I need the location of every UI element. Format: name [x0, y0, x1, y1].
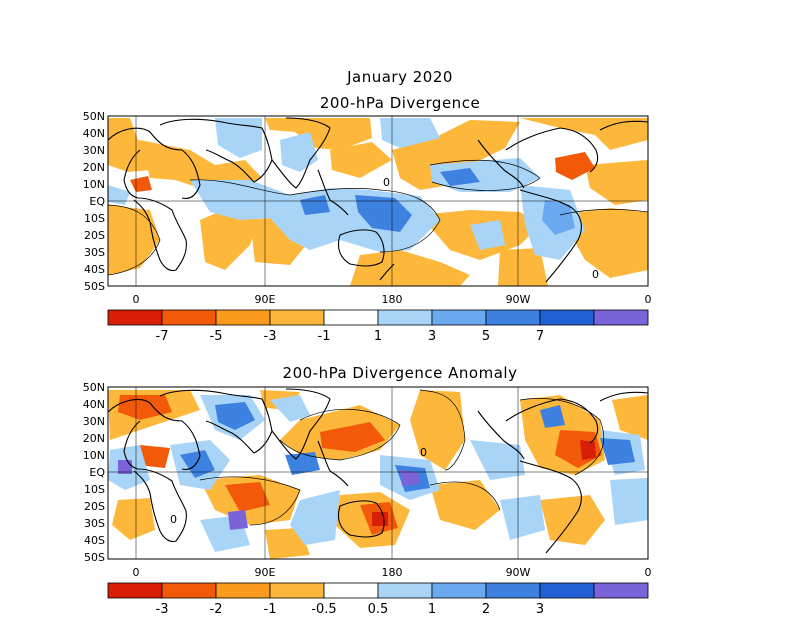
colorbar-swatch	[377, 309, 433, 326]
lat-label: 40S	[84, 263, 105, 276]
colorbar-label: -5	[210, 329, 223, 344]
colorbar-swatch	[485, 309, 541, 326]
lat-label: 10N	[83, 178, 105, 191]
lat-labels-panel2: 50N 40N 30N 20N 10N EQ 10S 20S 30S 40S 5…	[83, 381, 106, 564]
colorbar-swatch	[269, 582, 325, 599]
map-frame	[107, 386, 649, 560]
lat-label: 20N	[83, 161, 105, 174]
lon-label: 180	[382, 566, 403, 579]
colorbar-label: 1	[374, 329, 382, 344]
colorbar-swatch	[539, 309, 595, 326]
map-frame	[107, 115, 649, 287]
colorbar-label: -1	[264, 602, 277, 617]
map-gridlines	[108, 116, 648, 286]
zero-contour-label: 0	[420, 446, 427, 459]
lon-labels-panel2: 0 90E 180 90W 0	[133, 566, 652, 579]
lat-label: 40N	[83, 127, 105, 140]
divergence-map: 0 0	[107, 115, 649, 287]
lat-label: 50S	[84, 551, 105, 564]
lat-label: 20S	[84, 229, 105, 242]
zero-contour-label: 0	[592, 268, 599, 281]
lat-label: 50N	[83, 381, 105, 394]
lon-labels-panel1: 0 90E 180 90W 0	[133, 293, 652, 306]
colorbar-label: 7	[536, 329, 544, 344]
lon-label: 90W	[506, 293, 531, 306]
lat-label: 30S	[84, 246, 105, 259]
divergence-field	[108, 118, 648, 286]
colorbar-swatch	[539, 582, 595, 599]
colorbar-swatch	[377, 582, 433, 599]
figure-title: January 2020	[347, 68, 453, 86]
lat-labels-panel1: 50N 40N 30N 20N 10N EQ 10S 20S 30S 40S 5…	[83, 110, 106, 293]
lon-label: 0	[133, 293, 140, 306]
lon-label: 90E	[255, 566, 276, 579]
colorbar-label: 3	[536, 602, 544, 617]
colorbar-label: -0.5	[311, 602, 336, 617]
colorbar-swatch	[161, 309, 217, 326]
lat-label: 20S	[84, 500, 105, 513]
lat-label: 40N	[83, 398, 105, 411]
lat-label: 50N	[83, 110, 105, 123]
colorbar-anomaly: -3 -2 -1 -0.5 0.5 1 2 3	[107, 582, 649, 617]
colorbar-label: -3	[264, 329, 277, 344]
lat-label: EQ	[89, 195, 105, 208]
colorbar-swatch	[161, 582, 217, 599]
colorbar-swatch	[215, 309, 271, 326]
colorbar-label: 0.5	[368, 602, 389, 617]
anomaly-field	[108, 389, 648, 559]
lat-label: 50S	[84, 280, 105, 293]
lon-label: 90W	[506, 566, 531, 579]
colorbar-swatch	[593, 582, 649, 599]
colorbar-divergence: -7 -5 -3 -1 1 3 5 7	[107, 309, 649, 344]
lat-label: 10S	[84, 212, 105, 225]
lat-label: 30S	[84, 517, 105, 530]
colorbar-label: -3	[156, 602, 169, 617]
anomaly-map: 0 0	[107, 386, 649, 560]
lat-label: 10N	[83, 449, 105, 462]
colorbar-swatch	[485, 582, 541, 599]
lat-label: EQ	[89, 466, 105, 479]
colorbar-swatch	[323, 309, 379, 326]
lat-label: 10S	[84, 483, 105, 496]
colorbar-swatch	[593, 309, 649, 326]
lon-label: 180	[382, 293, 403, 306]
colorbar-label: 3	[428, 329, 436, 344]
colorbar-label: 5	[482, 329, 490, 344]
colorbar-swatch	[107, 582, 163, 599]
continent-outlines	[108, 388, 648, 554]
colorbar-swatch	[323, 582, 379, 599]
zero-contour-label: 0	[170, 513, 177, 526]
colorbar-swatch	[431, 309, 487, 326]
lat-label: 30N	[83, 415, 105, 428]
colorbar-label: 1	[428, 602, 436, 617]
colorbar-swatch	[431, 582, 487, 599]
lon-label: 90E	[255, 293, 276, 306]
lon-label: 0	[133, 566, 140, 579]
map-gridlines	[108, 387, 648, 559]
colorbar-swatch	[215, 582, 271, 599]
continent-outlines	[108, 117, 648, 283]
lon-label: 0	[645, 566, 652, 579]
panel2-title: 200-hPa Divergence Anomaly	[282, 364, 518, 382]
colorbar-label: -2	[210, 602, 223, 617]
colorbar-label: 2	[482, 602, 490, 617]
colorbar-label: -1	[318, 329, 331, 344]
lat-label: 20N	[83, 432, 105, 445]
colorbar-swatch	[269, 309, 325, 326]
lat-label: 30N	[83, 144, 105, 157]
lon-label: 0	[645, 293, 652, 306]
lat-label: 40S	[84, 534, 105, 547]
panel1-title: 200-hPa Divergence	[319, 94, 481, 112]
colorbar-label: -7	[156, 329, 169, 344]
colorbar-swatch	[107, 309, 163, 326]
zero-contour-label: 0	[383, 176, 390, 189]
